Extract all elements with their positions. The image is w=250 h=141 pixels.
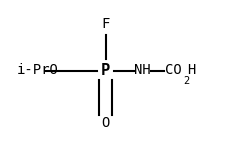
Text: NH: NH [134, 63, 150, 78]
Text: 2: 2 [182, 76, 188, 86]
Text: i-PrO: i-PrO [16, 63, 58, 78]
Text: P: P [101, 63, 110, 78]
Text: CO: CO [164, 63, 181, 78]
Text: O: O [101, 116, 110, 130]
Text: H: H [186, 63, 195, 78]
Text: F: F [101, 16, 110, 30]
